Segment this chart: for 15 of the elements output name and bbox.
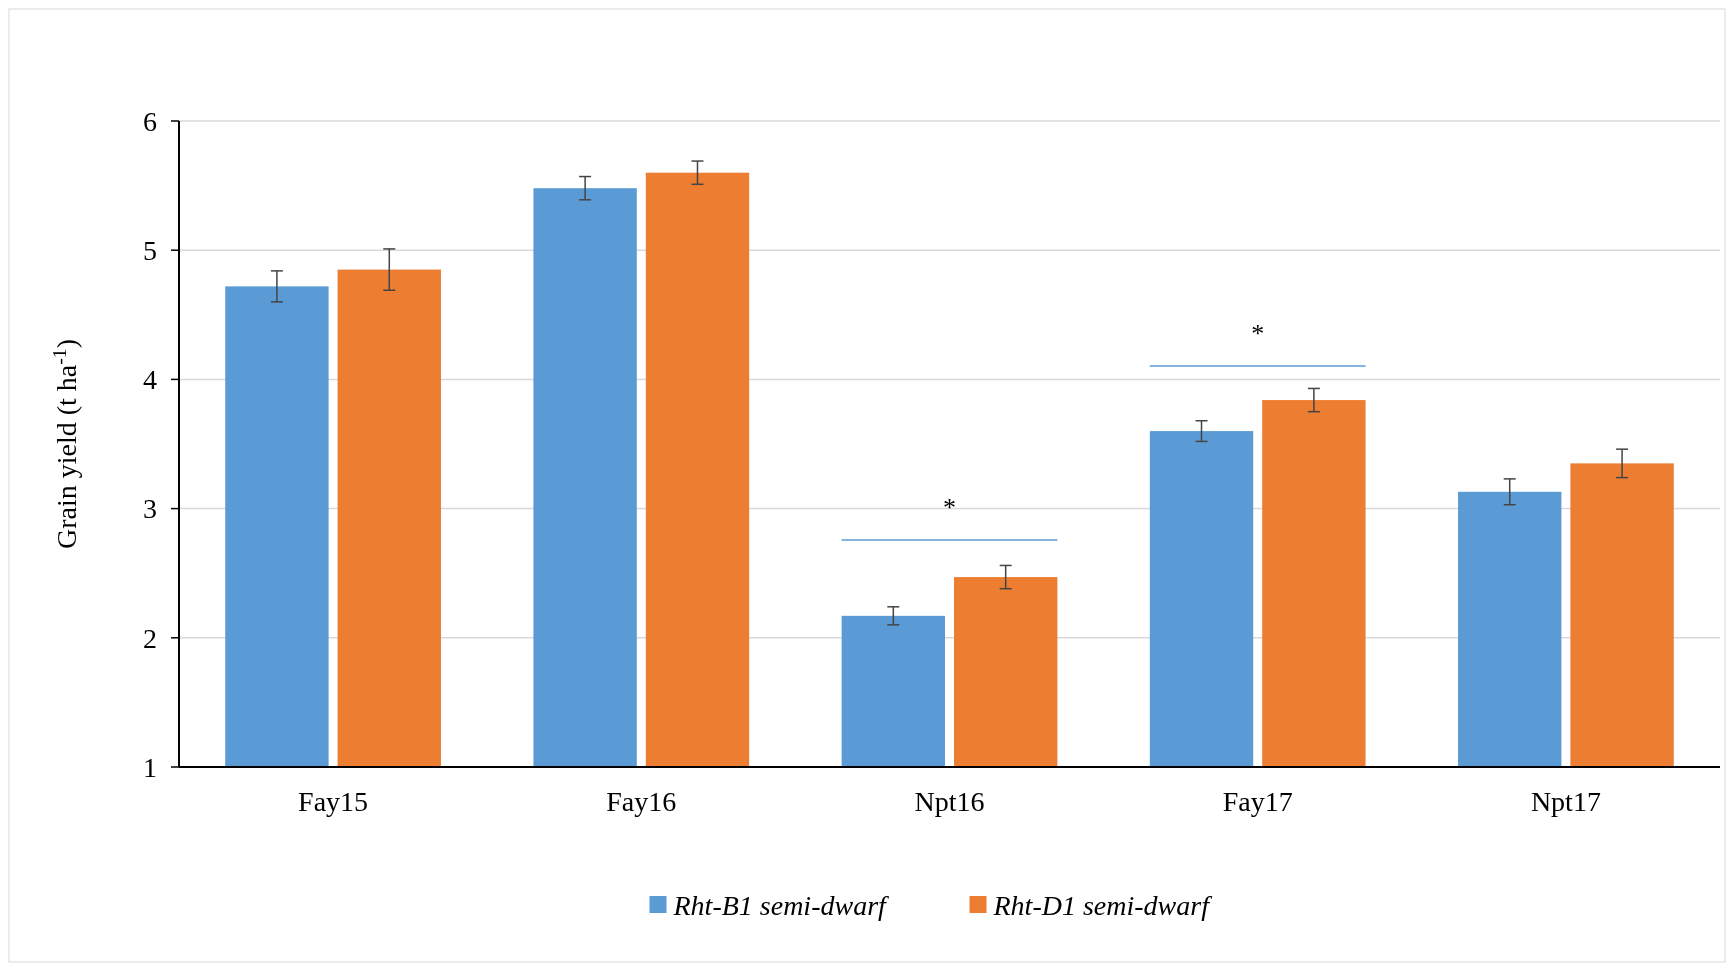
annotation: *: [1251, 319, 1265, 348]
y-tick-label: 1: [143, 751, 157, 783]
x-tick-label: Npt16: [914, 786, 985, 817]
x-tick-label: Fay17: [1222, 786, 1293, 817]
y-tick-label: 3: [143, 493, 157, 525]
y-tick-label: 5: [143, 235, 157, 266]
x-tick-label: Npt17: [1530, 786, 1601, 817]
legend-label: Rht-D1 semi-dwarf: [992, 889, 1213, 921]
y-tick-label: 6: [143, 105, 157, 137]
y-tick-label: 2: [143, 622, 157, 654]
y-tick-label: 4: [143, 364, 157, 396]
x-tick-label: Fay16: [606, 786, 677, 817]
legend-label: Rht-B1 semi-dwarf: [672, 889, 890, 921]
x-tick-label: Fay15: [298, 786, 369, 817]
annotation: *: [943, 493, 956, 522]
